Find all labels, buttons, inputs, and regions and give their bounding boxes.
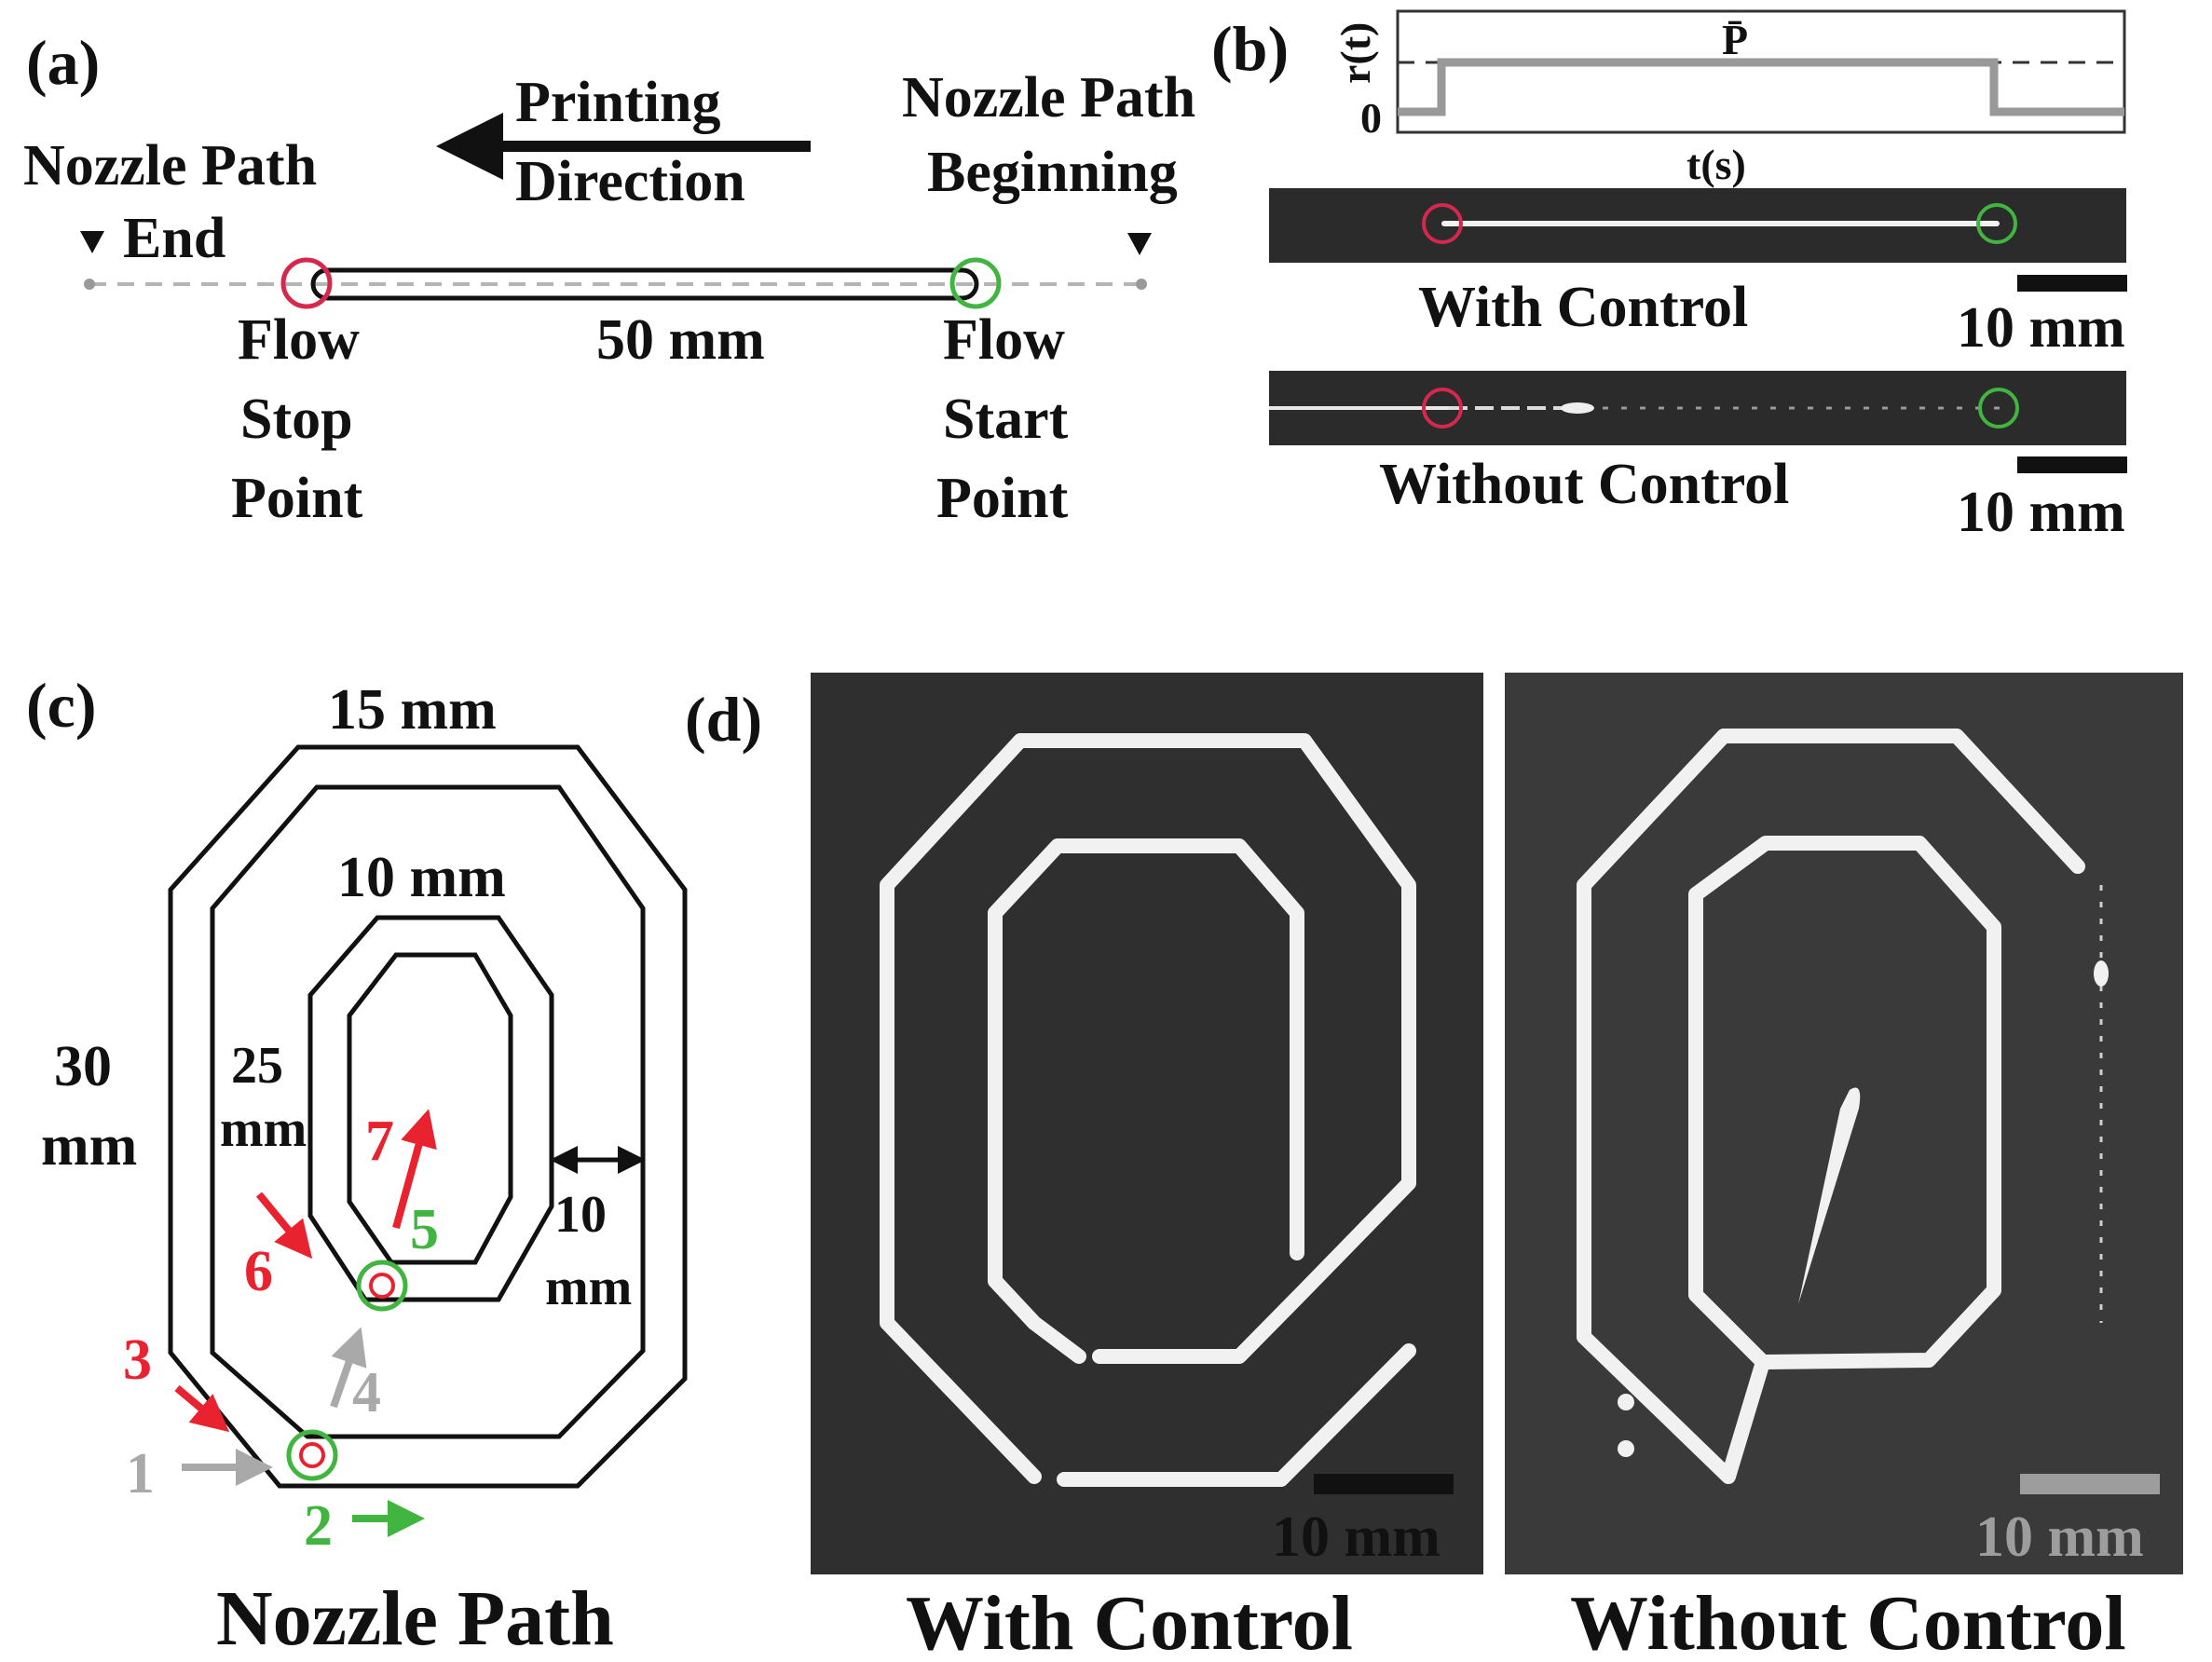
without-control-printed-octagons [1577, 729, 2085, 1484]
scale-bar-left [1314, 1474, 1454, 1494]
panel-b-label: (b) [1211, 13, 1289, 84]
without-control-caption: Without Control [1379, 453, 1789, 516]
without-control-blob [1561, 402, 1594, 414]
panel-c-label: (c) [26, 670, 96, 741]
without-control-outer-print [1577, 729, 2085, 1344]
dim-gap-line2: mm [545, 1259, 632, 1316]
without-control-drop-2 [1618, 1394, 1634, 1410]
rt-signal-line [1398, 58, 2124, 116]
nozzle-beginning-triangle-icon [1127, 233, 1152, 255]
second-octagon [210, 784, 646, 1439]
printing-direction-line1: Printing [515, 71, 720, 134]
with-control-caption: With Control [1418, 276, 1748, 339]
without-control-drop-1 [2094, 960, 2109, 987]
flow-start-line1: Flow [943, 308, 1065, 372]
rt-y-zero-label: 0 [1360, 94, 1382, 142]
scale-bar-right [2020, 1474, 2160, 1494]
third-octagon [307, 915, 554, 1302]
inner-start-marker [356, 1260, 408, 1312]
nozzle-path-beginning-line1: Nozzle Path [902, 66, 1195, 129]
with-control-caption-d: With Control [906, 1580, 1353, 1662]
step-7-arrow-icon [392, 1109, 437, 1230]
rt-y-axis-label: r(t) [1331, 22, 1379, 84]
flow-stop-line2: Stop [240, 388, 353, 451]
scale-bar-1-label: 10 mm [1957, 296, 2125, 360]
step-7-label: 7 [365, 1110, 394, 1173]
length-label: 50 mm [596, 308, 765, 372]
nozzle-path-end-label-line2: End [123, 207, 225, 270]
flow-start-line3: Point [936, 467, 1069, 530]
panel-a-label: (a) [26, 27, 100, 98]
step-6-label: 6 [244, 1240, 273, 1303]
step-6-arrow-icon [255, 1192, 313, 1260]
outer-octagon [168, 744, 688, 1489]
scale-bar-left-label: 10 mm [1272, 1505, 1441, 1569]
nozzle-end-dot [84, 279, 95, 290]
scale-bar-right-label: 10 mm [1975, 1505, 2144, 1569]
without-control-inner-print [1688, 836, 2001, 1369]
without-control-start-marker [1978, 388, 2019, 429]
flow-stop-line3: Point [231, 467, 363, 530]
flow-stop-marker [280, 257, 333, 309]
panel-c: (c) 15 mm 10 mm 30 mm 25 mm 10 mm 1 2 3 … [26, 670, 688, 1662]
inner-stop-marker [369, 1273, 395, 1299]
with-control-inner-print [988, 838, 1304, 1364]
with-control-printed-octagons [880, 733, 1416, 1487]
rt-x-axis-label: t(s) [1686, 141, 1746, 188]
flow-stop-line1: Flow [238, 308, 360, 372]
without-control-stop-marker [1422, 388, 1463, 429]
printed-line-outline [310, 267, 979, 301]
without-control-drop-3 [1618, 1440, 1634, 1457]
step-2-label: 2 [304, 1494, 333, 1558]
scale-bar-1 [2017, 275, 2127, 292]
without-control-streak [1798, 1087, 1861, 1304]
rt-level-label: P̄ [1722, 16, 1748, 63]
dim-outer-height-line1: 30 [54, 1035, 112, 1098]
outer-start-marker [286, 1429, 338, 1481]
nozzle-path-end-label-line1: Nozzle Path [23, 134, 317, 198]
with-control-outer-print [880, 733, 1416, 1484]
panel-d: (d) 10 mm With Control 10 mm Without Con… [685, 673, 2183, 1662]
step-5-label: 5 [410, 1198, 439, 1261]
flow-start-marker [949, 257, 1002, 309]
inner-octagon [347, 952, 513, 1265]
dim-outer-width: 15 mm [328, 678, 497, 742]
panel-a: (a) Nozzle Path End Printing Direction N… [23, 27, 1195, 530]
scale-bar-2-label: 10 mm [1957, 481, 2125, 544]
with-control-photo [811, 673, 1483, 1574]
panel-d-label: (d) [685, 684, 762, 755]
dim-inner-width: 10 mm [337, 846, 506, 909]
dim-outer-height-line2: mm [41, 1114, 137, 1178]
dim-gap-line1: 10 [554, 1186, 607, 1244]
outer-stop-marker [299, 1442, 325, 1468]
without-control-outer-bottom [1577, 1329, 1770, 1484]
with-control-stop-marker [1422, 203, 1463, 244]
step-4-arrow-icon [330, 1327, 367, 1409]
nozzle-end-triangle-icon [80, 231, 104, 253]
step-4-label: 4 [352, 1361, 381, 1424]
with-control-start-marker [1976, 203, 2017, 244]
step-3-arrow-icon [174, 1384, 230, 1433]
with-control-outer-bottom [1057, 1343, 1416, 1487]
nozzle-path-beginning-line2: Beginning [927, 141, 1178, 204]
nozzle-beginning-dot [1136, 279, 1147, 290]
printing-direction-line2: Direction [515, 150, 745, 213]
scale-bar-2 [2017, 456, 2127, 473]
flow-start-line2: Start [943, 388, 1069, 451]
panel-b: (b) r(t) 0 P̄ t(s) With Control 10 mm Wi… [1211, 9, 2127, 544]
panel-c-caption: Nozzle Path [216, 1575, 614, 1662]
step-1-label: 1 [126, 1442, 155, 1505]
without-control-caption-d: Without Control [1570, 1580, 2126, 1662]
step-3-label: 3 [123, 1328, 152, 1392]
dim-inner-height-line1: 25 [231, 1037, 283, 1095]
dim-inner-height-line2: mm [220, 1100, 307, 1158]
